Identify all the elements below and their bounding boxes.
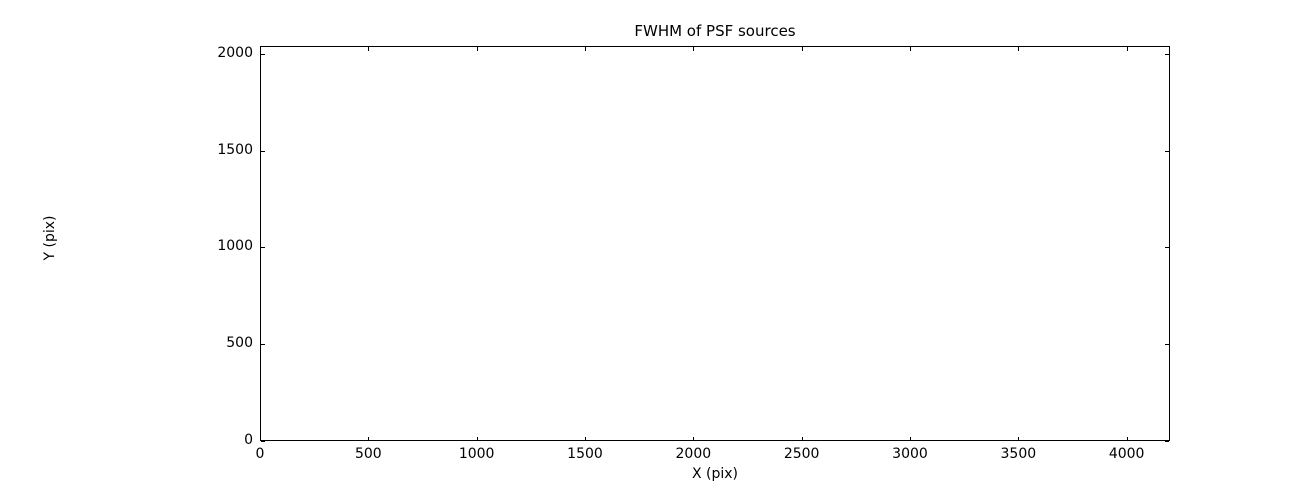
x-tick-label: 1000 bbox=[458, 446, 495, 462]
y-tick-mark bbox=[261, 247, 265, 249]
x-tick-mark-top bbox=[801, 47, 803, 51]
y-tick-label: 1000 bbox=[217, 238, 253, 255]
x-tick-mark-top bbox=[693, 47, 695, 51]
y-tick-label: 500 bbox=[226, 335, 253, 352]
x-tick-mark-top bbox=[585, 47, 586, 51]
x-tick-label: 3000 bbox=[892, 446, 928, 462]
x-tick-label: 3500 bbox=[1000, 446, 1037, 462]
x-tick-mark bbox=[693, 437, 695, 441]
x-tick-mark-top bbox=[368, 47, 370, 51]
x-tick-label: 4000 bbox=[1108, 446, 1145, 462]
axes-frame bbox=[260, 46, 1170, 441]
y-tick-mark bbox=[261, 344, 265, 346]
x-tick-mark-top bbox=[1018, 47, 1020, 51]
y-tick-mark bbox=[261, 441, 265, 442]
y-tick-mark bbox=[261, 53, 265, 55]
x-tick-mark-top bbox=[476, 47, 478, 51]
x-tick-mark-top bbox=[1126, 47, 1128, 51]
y-tick-mark-right bbox=[1165, 441, 1169, 442]
x-axis-label: X (pix) bbox=[691, 466, 739, 482]
y-tick-label: 0 bbox=[244, 432, 253, 448]
y-tick-label: 1500 bbox=[217, 141, 253, 158]
x-tick-mark bbox=[585, 437, 586, 441]
y-axis-label: Y (pix) bbox=[42, 215, 58, 261]
x-tick-mark-top bbox=[910, 47, 911, 51]
x-tick-label: 0 bbox=[255, 446, 265, 462]
page-title: FWHM of PSF sources bbox=[634, 22, 796, 40]
y-tick-mark-right bbox=[1165, 247, 1169, 249]
y-tick-mark bbox=[261, 150, 265, 152]
y-tick-mark-right bbox=[1165, 150, 1169, 152]
y-tick-label: 2000 bbox=[217, 44, 253, 61]
y-tick-mark-right bbox=[1165, 53, 1169, 55]
y-tick-mark-right bbox=[1165, 344, 1169, 346]
x-tick-mark bbox=[476, 437, 478, 441]
x-tick-label: 1500 bbox=[567, 446, 603, 462]
x-tick-label: 500 bbox=[354, 446, 382, 462]
x-tick-label: 2000 bbox=[675, 446, 712, 462]
x-tick-mark bbox=[1126, 437, 1128, 441]
x-tick-mark bbox=[910, 437, 911, 441]
x-tick-mark bbox=[801, 437, 803, 441]
x-tick-label: 2500 bbox=[783, 446, 820, 462]
x-tick-mark bbox=[368, 437, 370, 441]
x-tick-mark bbox=[1018, 437, 1020, 441]
x-tick-mark-top bbox=[260, 47, 261, 51]
x-tick-mark bbox=[260, 437, 261, 441]
